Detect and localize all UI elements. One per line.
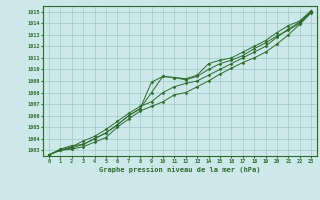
X-axis label: Graphe pression niveau de la mer (hPa): Graphe pression niveau de la mer (hPa) [99, 166, 261, 173]
